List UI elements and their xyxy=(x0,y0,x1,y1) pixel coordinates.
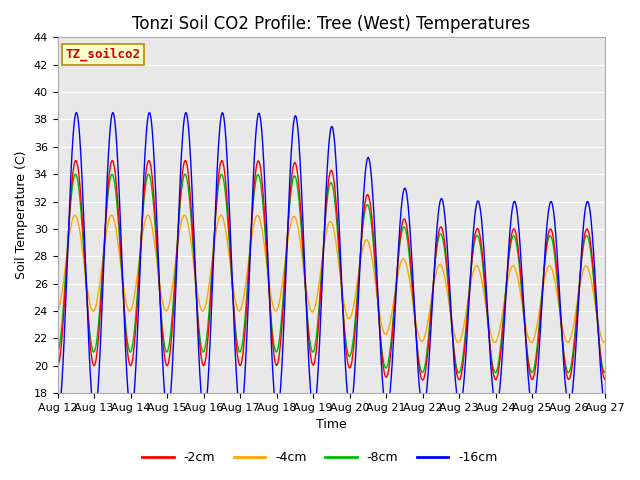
-2cm xyxy=(554,273,561,278)
-2cm xyxy=(602,376,609,382)
Line: -2cm: -2cm xyxy=(58,160,605,380)
-4cm xyxy=(491,340,499,346)
-8cm xyxy=(416,362,424,368)
-8cm xyxy=(506,245,514,251)
-8cm xyxy=(554,278,561,284)
-4cm xyxy=(506,268,514,274)
Line: -16cm: -16cm xyxy=(58,113,605,414)
-16cm xyxy=(554,253,561,259)
-4cm xyxy=(602,339,609,345)
-2cm xyxy=(506,241,514,247)
Legend: -2cm, -4cm, -8cm, -16cm: -2cm, -4cm, -8cm, -16cm xyxy=(138,446,502,469)
Text: TZ_soilco2: TZ_soilco2 xyxy=(66,48,141,61)
-2cm xyxy=(269,341,276,347)
Title: Tonzi Soil CO2 Profile: Tree (West) Temperatures: Tonzi Soil CO2 Profile: Tree (West) Temp… xyxy=(132,15,531,33)
-4cm xyxy=(554,292,561,298)
-2cm xyxy=(419,377,426,383)
Line: -4cm: -4cm xyxy=(58,215,605,343)
-4cm xyxy=(54,308,61,313)
-2cm xyxy=(416,367,424,372)
-8cm xyxy=(54,349,61,355)
-8cm xyxy=(175,217,182,223)
Line: -8cm: -8cm xyxy=(58,174,605,373)
-8cm xyxy=(269,333,276,339)
-4cm xyxy=(269,302,276,308)
-16cm xyxy=(54,411,62,417)
-16cm xyxy=(269,376,277,382)
-4cm xyxy=(416,336,424,341)
-8cm xyxy=(455,370,463,376)
-8cm xyxy=(602,370,609,375)
-16cm xyxy=(506,227,514,232)
-4cm xyxy=(282,251,290,256)
-16cm xyxy=(416,390,424,396)
-16cm xyxy=(73,110,81,116)
-2cm xyxy=(282,254,290,260)
-8cm xyxy=(72,171,79,177)
-16cm xyxy=(175,198,183,204)
-16cm xyxy=(602,403,609,409)
-4cm xyxy=(71,212,79,218)
-2cm xyxy=(54,363,61,369)
-16cm xyxy=(283,256,291,262)
-2cm xyxy=(175,215,182,221)
X-axis label: Time: Time xyxy=(316,419,347,432)
Y-axis label: Soil Temperature (C): Soil Temperature (C) xyxy=(15,151,28,279)
-8cm xyxy=(282,251,290,256)
-2cm xyxy=(72,157,79,163)
-16cm xyxy=(54,410,61,416)
-4cm xyxy=(175,233,182,239)
